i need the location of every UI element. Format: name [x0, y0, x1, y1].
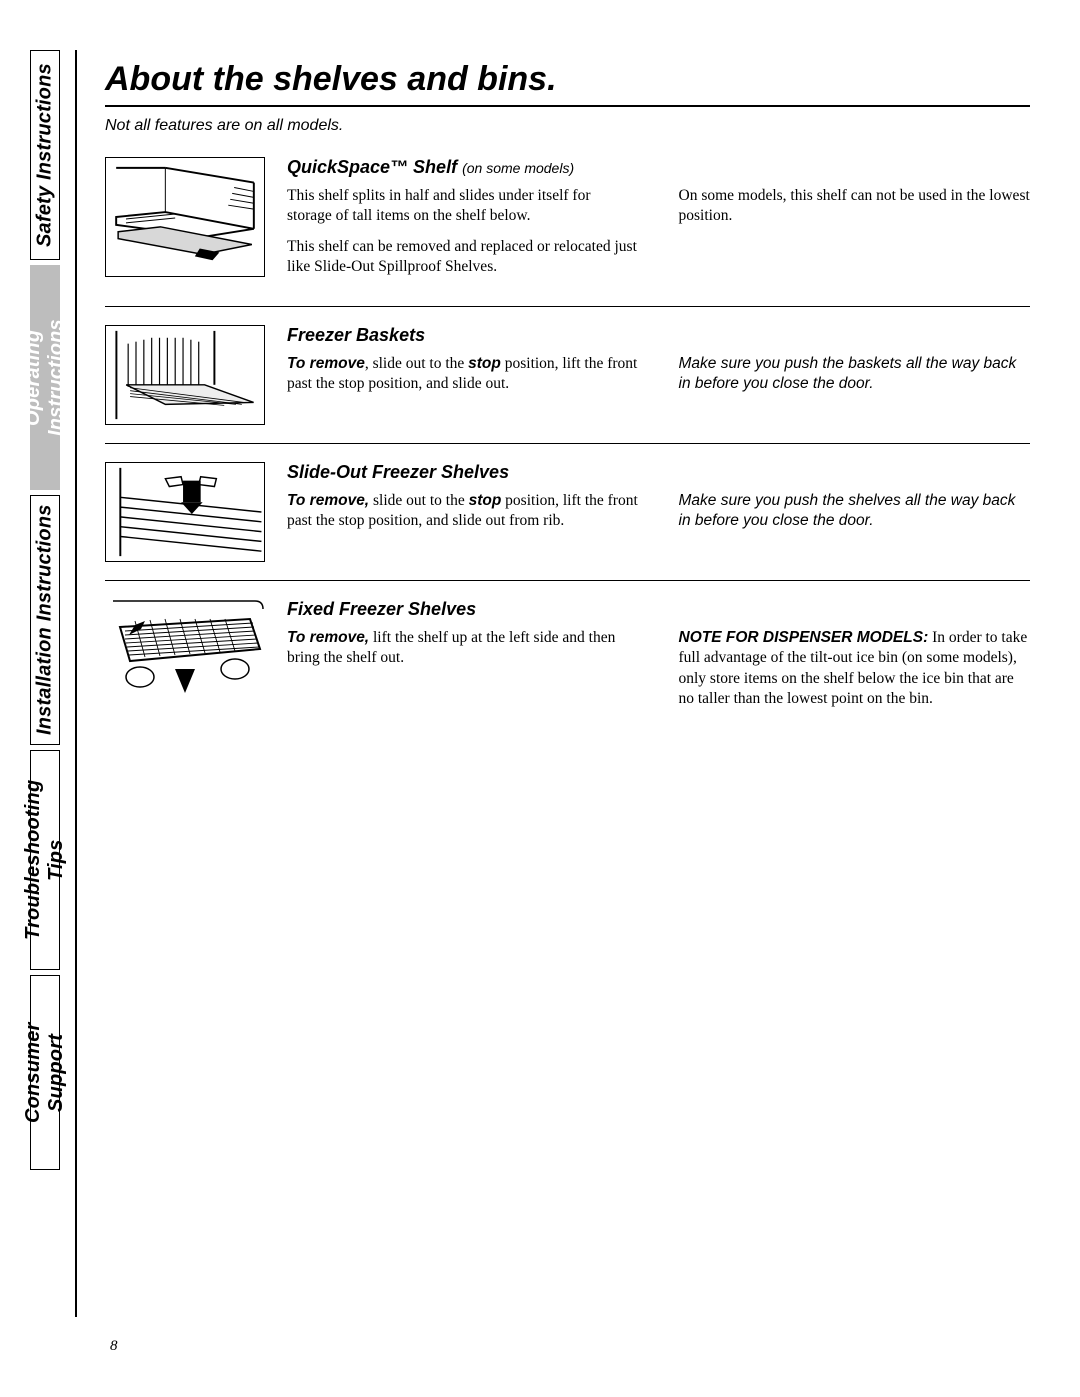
page-subtitle: Not all features are on all models.	[105, 117, 1030, 135]
page-title: About the shelves and bins.	[105, 60, 1030, 99]
emphasis: stop	[469, 492, 502, 509]
paragraph: This shelf splits in half and slides und…	[287, 186, 639, 227]
section-fixed-shelves: Fixed Freezer Shelves To remove, lift th…	[105, 599, 1030, 720]
freezer-basket-icon	[106, 326, 264, 424]
section-divider	[105, 306, 1030, 307]
section-body: QuickSpace™ Shelf (on some models) This …	[287, 157, 1030, 288]
page-content: About the shelves and bins. Not all feat…	[105, 60, 1030, 720]
illustration-freezer-basket	[105, 325, 265, 425]
note-label: NOTE FOR DISPENSER MODELS:	[679, 629, 929, 646]
section-slideout-shelves: Slide-Out Freezer Shelves To remove, sli…	[105, 462, 1030, 562]
quickspace-shelf-icon	[106, 158, 264, 276]
side-tab-strip: Safety Instructions Operating Instruction…	[30, 50, 80, 1170]
two-column-text: This shelf splits in half and slides und…	[287, 186, 1030, 288]
heading-annotation: (on some models)	[462, 160, 574, 176]
section-heading: Slide-Out Freezer Shelves	[287, 462, 1030, 483]
italic-note: Make sure you push the shelves all the w…	[679, 491, 1031, 532]
illustration-quickspace-shelf	[105, 157, 265, 277]
emphasis: To remove	[287, 355, 365, 372]
paragraph: To remove, lift the shelf up at the left…	[287, 628, 639, 669]
section-freezer-baskets: Freezer Baskets To remove, slide out to …	[105, 325, 1030, 425]
right-column: NOTE FOR DISPENSER MODELS: In order to t…	[679, 628, 1031, 720]
two-column-text: To remove, slide out to the stop positio…	[287, 491, 1030, 542]
emphasis: To remove,	[287, 492, 369, 509]
left-column: This shelf splits in half and slides und…	[287, 186, 639, 288]
side-tab: Operating Instructions	[30, 265, 60, 490]
section-heading: Fixed Freezer Shelves	[287, 599, 1030, 620]
side-tab: Troubleshooting Tips	[30, 750, 60, 970]
section-body: Freezer Baskets To remove, slide out to …	[287, 325, 1030, 425]
right-column: On some models, this shelf can not be us…	[679, 186, 1031, 288]
emphasis: stop	[468, 355, 501, 372]
section-body: Slide-Out Freezer Shelves To remove, sli…	[287, 462, 1030, 562]
paragraph: On some models, this shelf can not be us…	[679, 186, 1031, 227]
paragraph: To remove, slide out to the stop positio…	[287, 491, 639, 532]
section-quickspace: QuickSpace™ Shelf (on some models) This …	[105, 157, 1030, 288]
paragraph: NOTE FOR DISPENSER MODELS: In order to t…	[679, 628, 1031, 710]
section-heading: QuickSpace™ Shelf (on some models)	[287, 157, 1030, 178]
section-heading: Freezer Baskets	[287, 325, 1030, 346]
fixed-shelf-icon	[105, 599, 265, 709]
right-column: Make sure you push the baskets all the w…	[679, 354, 1031, 405]
left-column: To remove, lift the shelf up at the left…	[287, 628, 639, 720]
left-column: To remove, slide out to the stop positio…	[287, 491, 639, 542]
right-column: Make sure you push the shelves all the w…	[679, 491, 1031, 542]
two-column-text: To remove, slide out to the stop positio…	[287, 354, 1030, 405]
paragraph: To remove, slide out to the stop positio…	[287, 354, 639, 395]
section-divider	[105, 580, 1030, 581]
two-column-text: To remove, lift the shelf up at the left…	[287, 628, 1030, 720]
slideout-shelf-icon	[106, 463, 264, 561]
page-number: 8	[110, 1338, 118, 1355]
text-run: , slide out to the	[365, 355, 468, 372]
paragraph: This shelf can be removed and replaced o…	[287, 237, 639, 278]
left-column: To remove, slide out to the stop positio…	[287, 354, 639, 405]
text-run: slide out to the	[369, 492, 468, 509]
side-tab: Installation Instructions	[30, 495, 60, 745]
illustration-fixed-shelf	[105, 599, 265, 709]
side-tab: Consumer Support	[30, 975, 60, 1170]
manual-page: Safety Instructions Operating Instruction…	[0, 0, 1080, 1397]
illustration-slideout-shelf	[105, 462, 265, 562]
title-underline	[105, 105, 1030, 107]
heading-text: QuickSpace™ Shelf	[287, 157, 457, 177]
section-body: Fixed Freezer Shelves To remove, lift th…	[287, 599, 1030, 720]
side-tab: Safety Instructions	[30, 50, 60, 260]
emphasis: To remove,	[287, 629, 369, 646]
section-divider	[105, 443, 1030, 444]
italic-note: Make sure you push the baskets all the w…	[679, 354, 1031, 395]
